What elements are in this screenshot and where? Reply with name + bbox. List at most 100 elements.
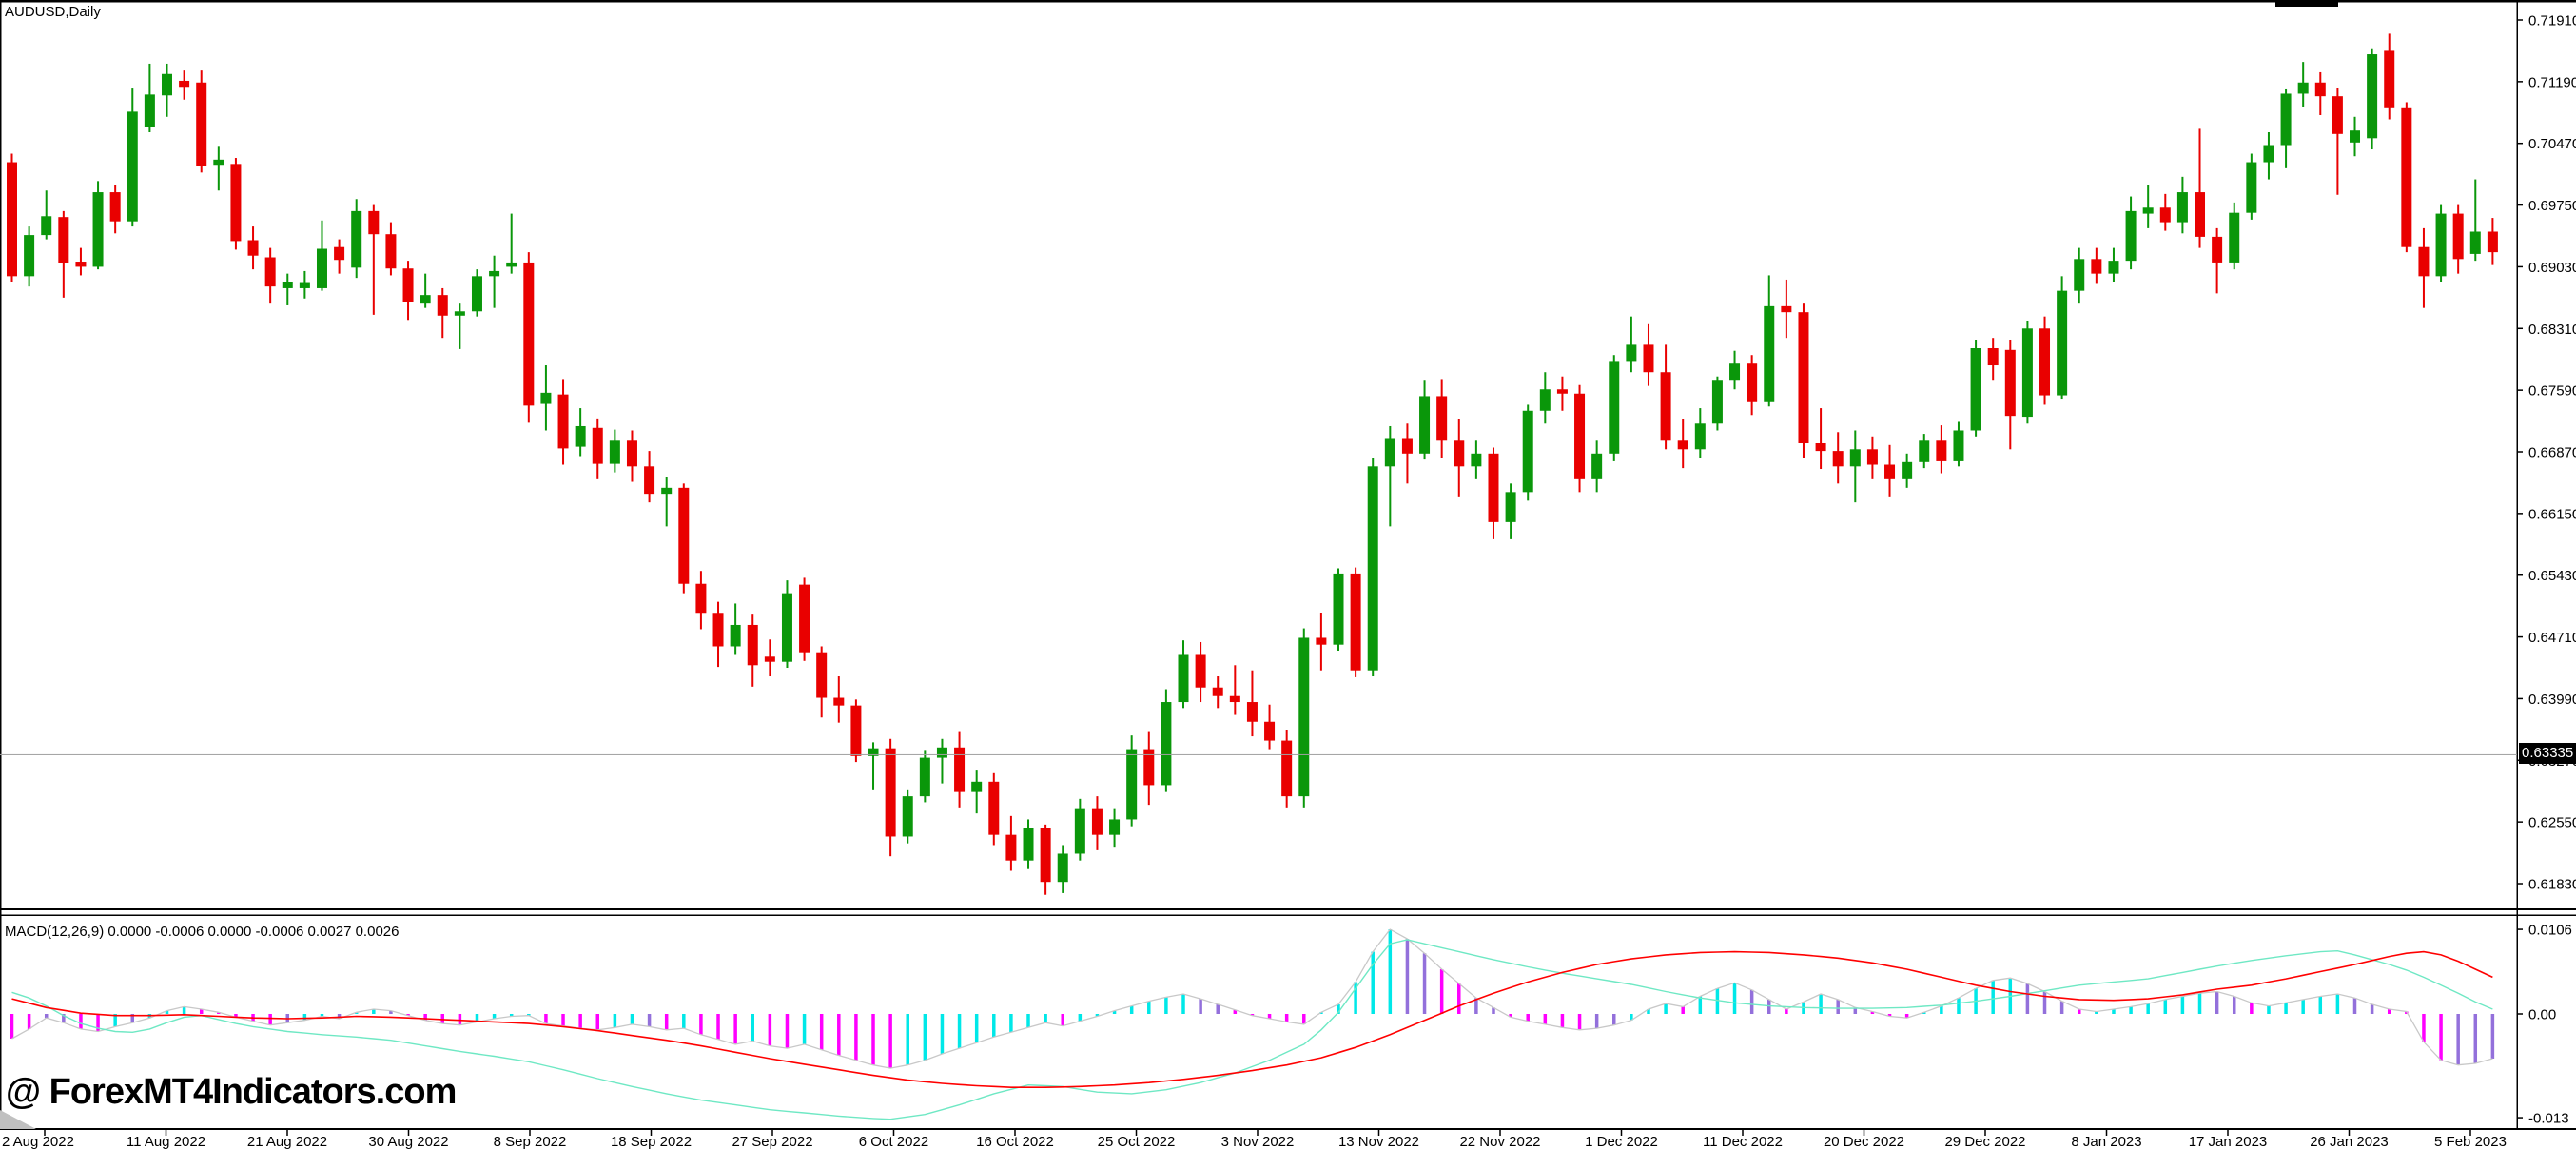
candle[interactable] xyxy=(1609,355,1620,461)
candle[interactable] xyxy=(540,365,552,431)
candle[interactable] xyxy=(1436,379,1448,458)
candle[interactable] xyxy=(2176,176,2188,234)
candle[interactable] xyxy=(2314,71,2326,115)
candle[interactable] xyxy=(1126,735,1138,827)
candle[interactable] xyxy=(2229,202,2240,270)
candle[interactable] xyxy=(712,601,724,668)
candle[interactable] xyxy=(1711,376,1723,431)
candle[interactable] xyxy=(1729,350,1741,390)
candle[interactable] xyxy=(575,408,586,457)
candle[interactable] xyxy=(2057,276,2068,400)
candle[interactable] xyxy=(92,181,104,270)
candle[interactable] xyxy=(179,70,190,100)
candle[interactable] xyxy=(1298,628,1310,808)
candle[interactable] xyxy=(2263,132,2274,180)
candle[interactable] xyxy=(41,190,52,240)
candle[interactable] xyxy=(1970,339,1981,437)
candle[interactable] xyxy=(196,70,207,173)
candle[interactable] xyxy=(264,247,276,304)
candle[interactable] xyxy=(420,273,431,308)
candle[interactable] xyxy=(109,185,121,234)
candle[interactable] xyxy=(678,483,690,594)
candle[interactable] xyxy=(902,789,913,844)
candle[interactable] xyxy=(781,580,792,669)
candle[interactable] xyxy=(1419,380,1431,460)
candle[interactable] xyxy=(75,247,87,276)
candle[interactable] xyxy=(1350,567,1361,677)
candle[interactable] xyxy=(1505,483,1516,539)
candle[interactable] xyxy=(2091,247,2102,284)
candle[interactable] xyxy=(1023,819,1034,869)
candle[interactable] xyxy=(936,738,947,784)
candle[interactable] xyxy=(1074,798,1085,861)
candle[interactable] xyxy=(523,252,535,423)
candle[interactable] xyxy=(1522,404,1533,501)
candle[interactable] xyxy=(24,226,35,287)
candle[interactable] xyxy=(2074,247,2085,304)
candle[interactable] xyxy=(1815,408,1826,470)
candle[interactable] xyxy=(144,63,155,133)
candle[interactable] xyxy=(1212,676,1223,709)
candle[interactable] xyxy=(471,269,482,317)
candle[interactable] xyxy=(2004,339,2016,450)
candle[interactable] xyxy=(1246,670,1258,737)
candle[interactable] xyxy=(1367,458,1378,677)
candle[interactable] xyxy=(1229,665,1240,715)
candle[interactable] xyxy=(506,213,517,274)
candle[interactable] xyxy=(2452,204,2464,274)
candle[interactable] xyxy=(2384,33,2395,120)
candle[interactable] xyxy=(282,273,293,305)
candle[interactable] xyxy=(1264,704,1276,750)
candle[interactable] xyxy=(385,222,397,276)
candle[interactable] xyxy=(1316,613,1327,671)
candle[interactable] xyxy=(1764,275,1775,407)
candle[interactable] xyxy=(1574,384,1586,493)
candle[interactable] xyxy=(747,614,758,687)
candle[interactable] xyxy=(299,270,310,299)
candle[interactable] xyxy=(1109,808,1121,848)
candle[interactable] xyxy=(816,646,828,718)
candle[interactable] xyxy=(954,731,966,808)
candle[interactable] xyxy=(1677,419,1688,469)
candle[interactable] xyxy=(1832,432,1844,484)
candle[interactable] xyxy=(1384,425,1395,527)
candle[interactable] xyxy=(127,88,138,227)
candle[interactable] xyxy=(2195,128,2206,248)
candle[interactable] xyxy=(1057,845,1068,893)
candle[interactable] xyxy=(2401,102,2412,253)
candle[interactable] xyxy=(368,204,380,315)
candle[interactable] xyxy=(1919,434,1930,469)
candle[interactable] xyxy=(1643,323,1654,386)
candle[interactable] xyxy=(1161,689,1172,792)
candle[interactable] xyxy=(2142,185,2154,228)
candle[interactable] xyxy=(695,571,707,630)
candle[interactable] xyxy=(730,603,741,655)
candle[interactable] xyxy=(1143,731,1155,806)
candle[interactable] xyxy=(1849,430,1861,503)
candle[interactable] xyxy=(437,287,448,339)
candle[interactable] xyxy=(2435,204,2447,282)
candle[interactable] xyxy=(2212,227,2223,294)
candle[interactable] xyxy=(885,738,896,857)
candle[interactable] xyxy=(2021,321,2033,424)
candle[interactable] xyxy=(2332,88,2343,195)
candle[interactable] xyxy=(1798,303,1809,458)
candle[interactable] xyxy=(1866,436,1878,479)
candle[interactable] xyxy=(868,742,879,790)
candle[interactable] xyxy=(2469,179,2481,262)
candle[interactable] xyxy=(1626,316,1637,373)
candle[interactable] xyxy=(1333,568,1344,651)
candle[interactable] xyxy=(1556,376,1568,411)
candle[interactable] xyxy=(1884,444,1896,497)
candle[interactable] xyxy=(644,451,655,503)
candle[interactable] xyxy=(230,158,242,250)
candle[interactable] xyxy=(334,239,345,274)
candle[interactable] xyxy=(1781,279,1792,339)
candle[interactable] xyxy=(2418,227,2430,308)
candle[interactable] xyxy=(2108,247,2119,282)
candle[interactable] xyxy=(988,772,1000,846)
candle[interactable] xyxy=(971,770,983,814)
candle[interactable] xyxy=(1660,344,1671,450)
candle[interactable] xyxy=(402,261,414,321)
